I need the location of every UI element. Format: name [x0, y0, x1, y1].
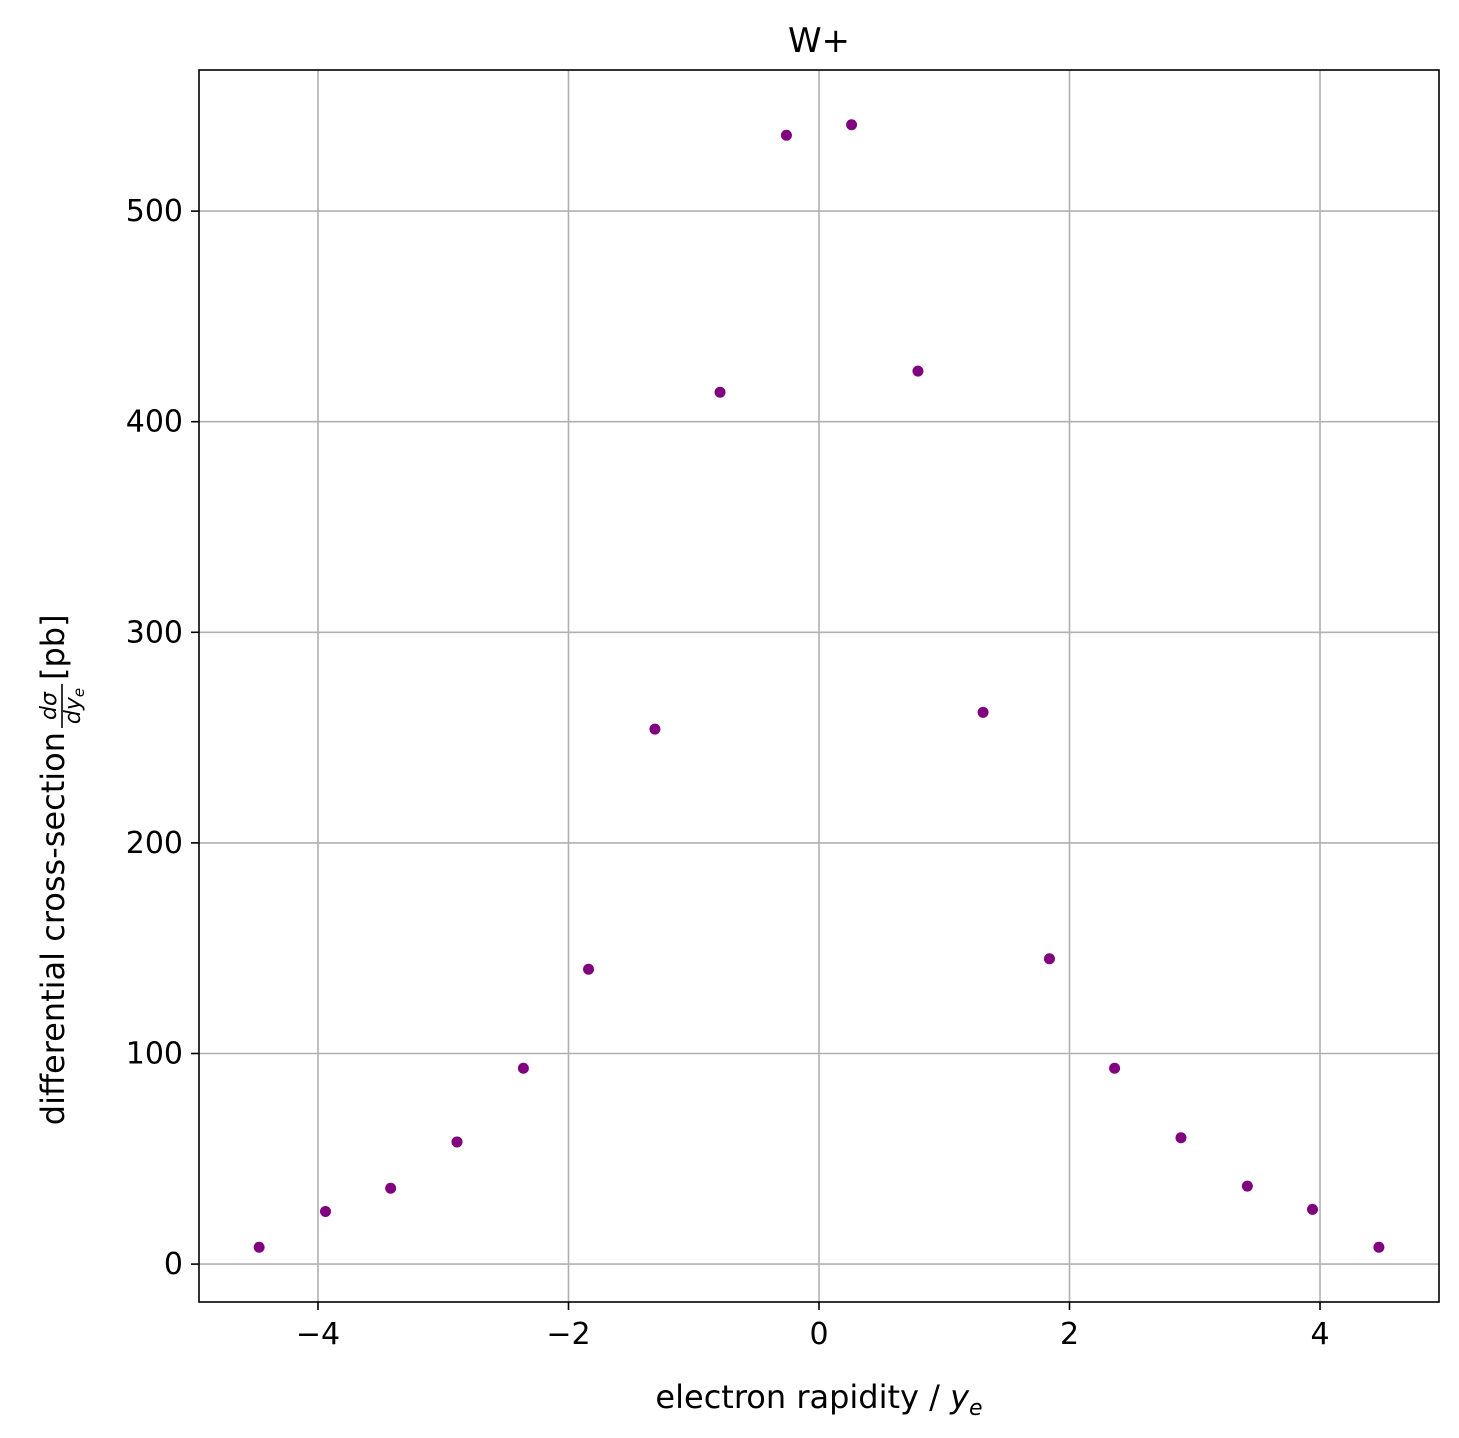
data-point	[977, 706, 989, 718]
data-point	[780, 129, 792, 141]
data-point	[846, 119, 858, 131]
y-axis-label-denominator-subscript: e	[70, 688, 88, 697]
data-point	[1306, 1203, 1318, 1215]
data-point	[583, 963, 595, 975]
y-axis-label-prefix: differential cross-section	[34, 732, 72, 1125]
x-axis-label: electron rapidity / ye	[655, 1378, 982, 1421]
x-axis-label-subscript: e	[969, 1396, 983, 1421]
y-axis-label-numerator: dσ	[37, 691, 62, 720]
x-tick-label: −4	[296, 1317, 340, 1352]
y-tick-label: 100	[126, 1036, 183, 1071]
data-point	[517, 1062, 529, 1074]
y-axis-label-denominator: dye	[61, 688, 88, 724]
y-tick-label: 200	[126, 826, 183, 861]
data-point	[912, 365, 924, 377]
data-point	[1109, 1062, 1121, 1074]
x-tick-label: 4	[1310, 1317, 1329, 1352]
data-points	[253, 119, 1385, 1253]
y-tick-label: 500	[126, 194, 183, 229]
y-axis-label-suffix: [pb]	[34, 614, 72, 680]
y-axis-label: differential cross-section dσ dye [pb]	[34, 614, 88, 1125]
y-tick-label: 0	[164, 1247, 183, 1282]
data-point	[1373, 1241, 1385, 1253]
x-tick-label: 2	[1060, 1317, 1079, 1352]
data-point	[649, 723, 661, 735]
data-point	[253, 1241, 265, 1253]
chart-title: W+	[788, 21, 850, 61]
data-point	[1241, 1180, 1253, 1192]
x-axis-label-text: electron rapidity /	[655, 1378, 950, 1416]
y-tick-label: 400	[126, 405, 183, 440]
data-point	[385, 1182, 397, 1194]
data-point	[320, 1205, 332, 1217]
x-tick-label: −2	[546, 1317, 590, 1352]
axis-ticks: −4 −2 0 2 4 0 100 200 300 400 500	[126, 194, 1330, 1352]
x-axis-label-symbol: y	[949, 1378, 970, 1416]
grid	[199, 70, 1439, 1302]
y-axis-label-denominator-text: dy	[61, 696, 86, 724]
y-tick-label: 300	[126, 615, 183, 650]
data-point	[451, 1136, 463, 1148]
data-point	[1175, 1132, 1187, 1144]
data-point	[1043, 953, 1055, 965]
x-tick-label: 0	[809, 1317, 828, 1352]
data-point	[714, 386, 726, 398]
